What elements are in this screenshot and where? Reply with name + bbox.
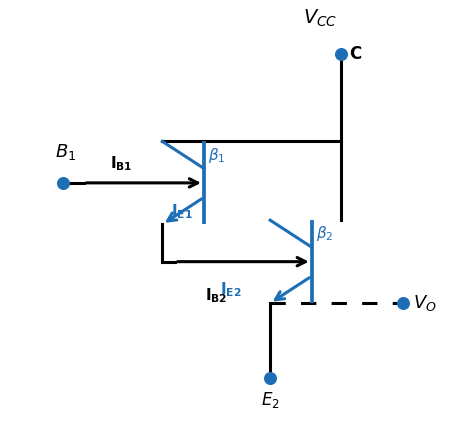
Point bbox=[337, 51, 345, 58]
Point bbox=[59, 179, 67, 186]
Text: $V_{CC}$: $V_{CC}$ bbox=[303, 8, 337, 30]
Text: $E_2$: $E_2$ bbox=[261, 390, 280, 410]
Text: $B_1$: $B_1$ bbox=[55, 142, 76, 162]
Text: $\mathbf{I_{B1}}$: $\mathbf{I_{B1}}$ bbox=[109, 154, 132, 173]
Text: $\mathbf{I_{E1}}$: $\mathbf{I_{E1}}$ bbox=[171, 203, 192, 221]
Text: $\mathbf{I_{E2}}$: $\mathbf{I_{E2}}$ bbox=[220, 280, 242, 299]
Text: $\beta_1$: $\beta_1$ bbox=[208, 146, 226, 165]
Text: $\beta_2$: $\beta_2$ bbox=[316, 225, 333, 243]
Point bbox=[266, 374, 274, 381]
Text: C: C bbox=[349, 45, 361, 63]
Text: $V_O$: $V_O$ bbox=[413, 293, 437, 313]
Text: $\mathbf{I_{B2}}$: $\mathbf{I_{B2}}$ bbox=[205, 287, 228, 305]
Point bbox=[399, 300, 407, 306]
